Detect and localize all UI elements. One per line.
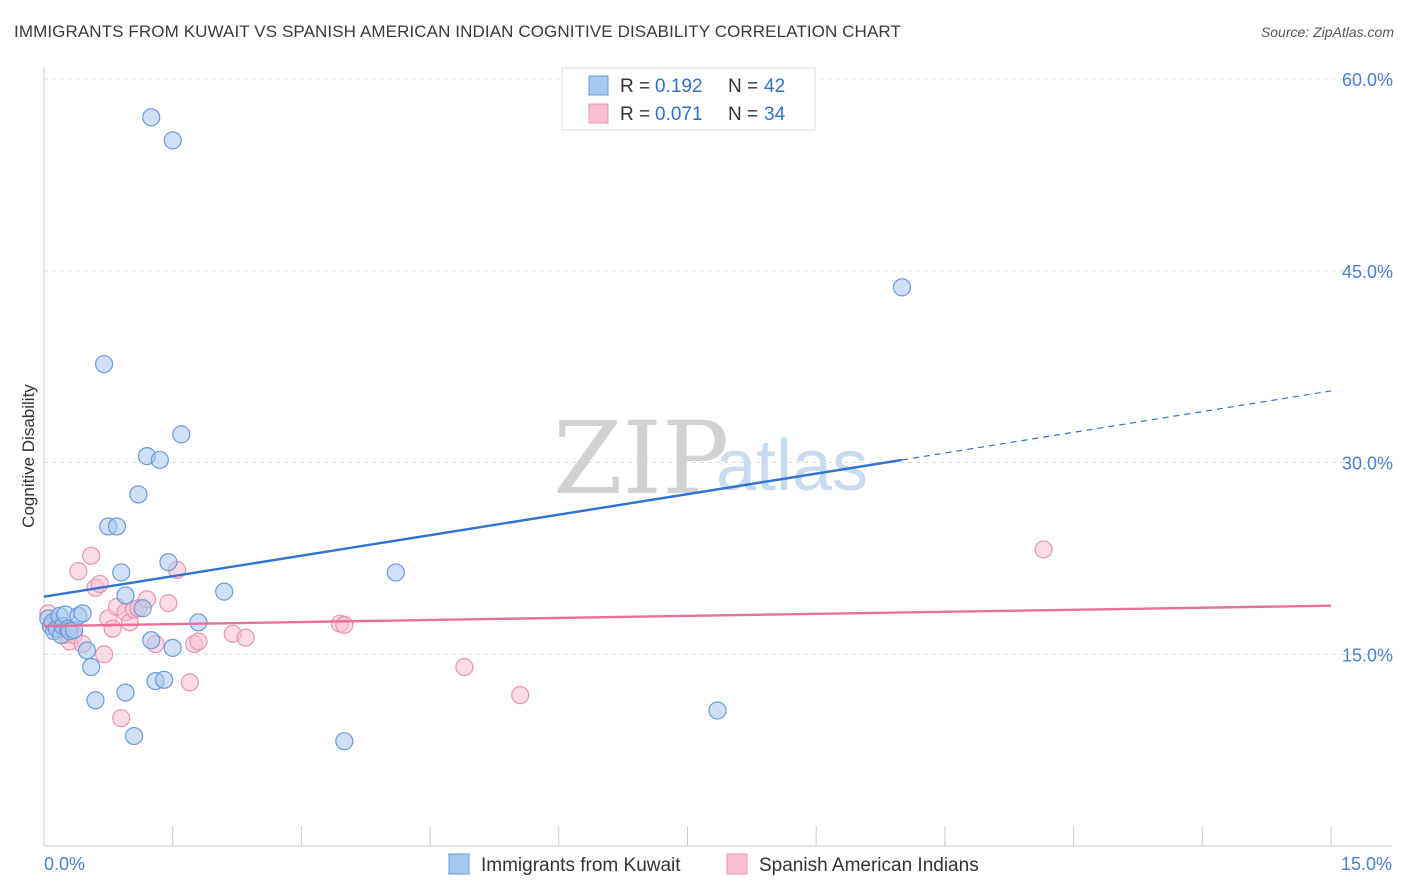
series-blue-points — [39, 108, 912, 751]
point-blue — [163, 131, 182, 150]
point-blue — [189, 613, 208, 632]
y-tick-label: 15.0% — [1342, 645, 1393, 665]
axes — [43, 68, 1392, 847]
trend-line-pink — [43, 604, 1332, 628]
point-blue — [163, 638, 182, 657]
point-blue — [94, 354, 114, 374]
point-blue — [708, 701, 727, 720]
point-blue — [142, 108, 161, 127]
bottom-legend-swatch-pink — [726, 853, 748, 875]
chart-title: IMMIGRANTS FROM KUWAIT VS SPANISH AMERIC… — [14, 22, 901, 41]
legend-n-value-pink: 34 — [764, 104, 786, 125]
legend-n-value-blue: 42 — [764, 76, 785, 97]
bottom-legend-label-blue: Immigrants from Kuwait — [481, 855, 681, 876]
legend-r-label-pink: R = — [620, 104, 650, 125]
trend-line-blue — [43, 458, 903, 598]
bottom-legend-swatch-blue — [448, 853, 470, 875]
point-blue — [150, 450, 169, 470]
correlation-legend: R = 0.192 N = 42 R = 0.071 N = 34 — [561, 67, 816, 131]
trend-lines — [43, 390, 1332, 628]
legend-r-value-pink: 0.071 — [655, 104, 703, 125]
point-blue — [116, 683, 135, 702]
trend-extension-blue — [901, 390, 1332, 461]
y-tick-label: 60.0% — [1342, 70, 1393, 90]
point-pink — [511, 686, 530, 705]
x-tick-label-min: 0.0% — [44, 854, 85, 874]
point-blue — [159, 553, 178, 572]
point-blue — [386, 563, 405, 582]
watermark: ZIP atlas — [553, 400, 868, 517]
y-tick-label: 30.0% — [1342, 454, 1393, 474]
y-axis-label: Cognitive Disability — [19, 384, 38, 528]
point-pink — [103, 619, 122, 638]
legend-swatch-pink — [588, 103, 609, 124]
point-blue — [172, 425, 191, 444]
watermark-zip: ZIP — [553, 400, 729, 517]
point-pink — [159, 594, 178, 613]
point-pink — [94, 645, 114, 664]
point-blue — [892, 278, 912, 297]
point-blue — [129, 485, 148, 504]
y-tick-label: 45.0% — [1342, 262, 1393, 282]
point-pink — [455, 657, 474, 677]
point-pink — [69, 562, 88, 581]
bottom-legend-label-pink: Spanish American Indians — [759, 855, 979, 876]
point-blue — [82, 657, 101, 677]
point-blue — [77, 641, 97, 660]
series-pink-points — [39, 540, 1053, 728]
point-blue — [133, 599, 152, 618]
y-tick-labels: 15.0% 30.0% 45.0% 60.0% — [1342, 70, 1393, 665]
point-blue — [335, 732, 354, 751]
legend-swatch-blue — [588, 75, 609, 96]
legend-r-label-blue: R = — [620, 76, 650, 97]
point-pink — [1034, 540, 1053, 559]
watermark-atlas: atlas — [716, 426, 868, 506]
series-legend: Immigrants from Kuwait Spanish American … — [448, 853, 979, 876]
x-tick-label-max: 15.0% — [1341, 854, 1392, 874]
point-blue — [124, 726, 144, 746]
point-pink — [236, 628, 255, 647]
point-blue — [155, 670, 174, 689]
legend-n-label-blue: N = — [728, 76, 758, 97]
point-blue — [142, 631, 161, 650]
gridlines — [44, 78, 1392, 655]
point-blue — [116, 586, 135, 605]
point-blue — [107, 517, 127, 536]
source-credit: Source: ZipAtlas.com — [1260, 24, 1394, 40]
point-blue — [86, 691, 105, 710]
point-blue — [73, 604, 92, 623]
point-pink — [189, 632, 208, 651]
point-blue — [112, 563, 131, 582]
legend-r-value-blue: 0.192 — [655, 76, 703, 97]
point-pink — [180, 673, 199, 692]
point-pink — [82, 546, 101, 565]
point-pink — [112, 709, 131, 728]
point-blue — [215, 582, 234, 601]
legend-n-label-pink: N = — [728, 104, 758, 125]
point-pink — [335, 615, 354, 634]
